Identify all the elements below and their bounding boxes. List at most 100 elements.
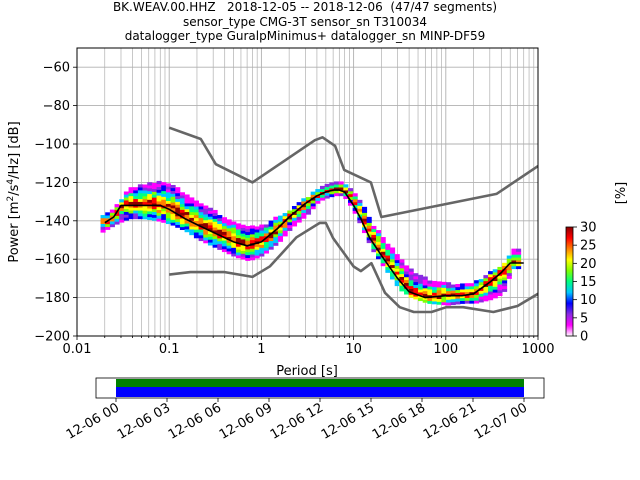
density-cell (305, 208, 312, 212)
density-cell (212, 235, 218, 240)
density-cell (119, 202, 125, 206)
density-cell (175, 210, 181, 214)
density-cell (506, 267, 512, 271)
density-cell (497, 278, 503, 282)
density-cell (418, 283, 424, 287)
density-cell (422, 279, 428, 283)
density-cell (235, 229, 242, 233)
density-cell (254, 246, 260, 250)
density-cell (240, 233, 246, 237)
density-cell (497, 266, 503, 271)
density-cell (516, 257, 522, 261)
density-cell (161, 199, 167, 203)
density-cell (170, 187, 176, 192)
density-cell (516, 248, 522, 252)
density-cell (404, 265, 410, 269)
density-cell (268, 246, 274, 250)
density-cell (137, 216, 143, 220)
density-cell (380, 254, 386, 258)
density-cell (175, 190, 181, 194)
density-cell (497, 284, 503, 288)
density-cell (114, 204, 120, 208)
density-cell (492, 286, 498, 290)
density-cell (235, 240, 242, 244)
density-cell (156, 215, 162, 219)
density-cell (184, 203, 190, 207)
density-cell (460, 300, 466, 304)
density-cell (156, 195, 162, 199)
density-cell (263, 241, 270, 245)
density-cell (240, 230, 246, 234)
density-cell (235, 237, 242, 241)
density-cell (380, 239, 386, 244)
density-cell (142, 213, 148, 217)
density-cell (240, 224, 246, 228)
density-cell (203, 222, 209, 227)
density-cell (254, 243, 260, 247)
y-tick-label: −100 (34, 138, 70, 153)
density-cell (404, 276, 410, 281)
x-tick-label: 100 (433, 342, 458, 357)
density-cell (357, 208, 363, 212)
density-cell (151, 211, 157, 215)
density-cell (119, 199, 125, 203)
density-cell (259, 250, 265, 254)
density-cell (203, 205, 209, 209)
density-cell (399, 270, 405, 275)
density-cell (133, 207, 139, 211)
density-cell (502, 280, 508, 284)
density-cell (221, 220, 228, 224)
density-cell (147, 182, 153, 186)
density-cell (460, 292, 466, 296)
density-cell (291, 217, 298, 221)
density-cell (170, 213, 176, 217)
density-cell (376, 255, 382, 260)
density-cell (390, 273, 396, 277)
time-tick-label: 12-06 09 (217, 400, 275, 442)
density-cell (399, 265, 405, 269)
density-cell (366, 231, 372, 235)
density-cell (217, 235, 223, 239)
density-cell (511, 248, 517, 252)
density-cell (277, 232, 284, 237)
density-cell (436, 290, 442, 294)
density-cell (390, 250, 396, 254)
y-axis-label: Power [m2/s4/Hz] [dB] (6, 121, 22, 262)
density-cell (254, 255, 260, 259)
density-cell (319, 188, 326, 192)
density-cell (137, 207, 143, 211)
density-cell (455, 292, 461, 296)
density-cell (165, 212, 171, 216)
density-cell (156, 209, 162, 213)
density-cell (263, 247, 270, 251)
density-cell (119, 213, 125, 217)
density-cell (263, 230, 270, 234)
density-cell (156, 192, 162, 196)
density-cell (207, 242, 213, 246)
density-cell (455, 301, 461, 305)
density-cell (436, 301, 442, 305)
density-cell (362, 206, 368, 211)
density-cell (226, 222, 232, 226)
density-cell (245, 254, 251, 259)
density-cell (506, 258, 512, 262)
density-cell (161, 213, 167, 218)
density-cell (385, 243, 391, 247)
density-cell (105, 218, 111, 222)
density-cell (203, 214, 209, 218)
density-cell (390, 253, 396, 257)
density-cell (315, 197, 321, 201)
density-cell (502, 285, 508, 290)
density-cell (506, 269, 512, 274)
density-cell (142, 201, 148, 205)
density-cell (352, 196, 358, 200)
density-cell (273, 225, 279, 229)
density-cell (273, 231, 279, 235)
density-cell (357, 199, 363, 204)
density-cell (376, 253, 382, 257)
y-tick-label: −60 (43, 61, 70, 76)
colorbar-tick-label: 20 (580, 257, 597, 272)
density-cell (203, 234, 209, 238)
density-cell (109, 218, 115, 222)
